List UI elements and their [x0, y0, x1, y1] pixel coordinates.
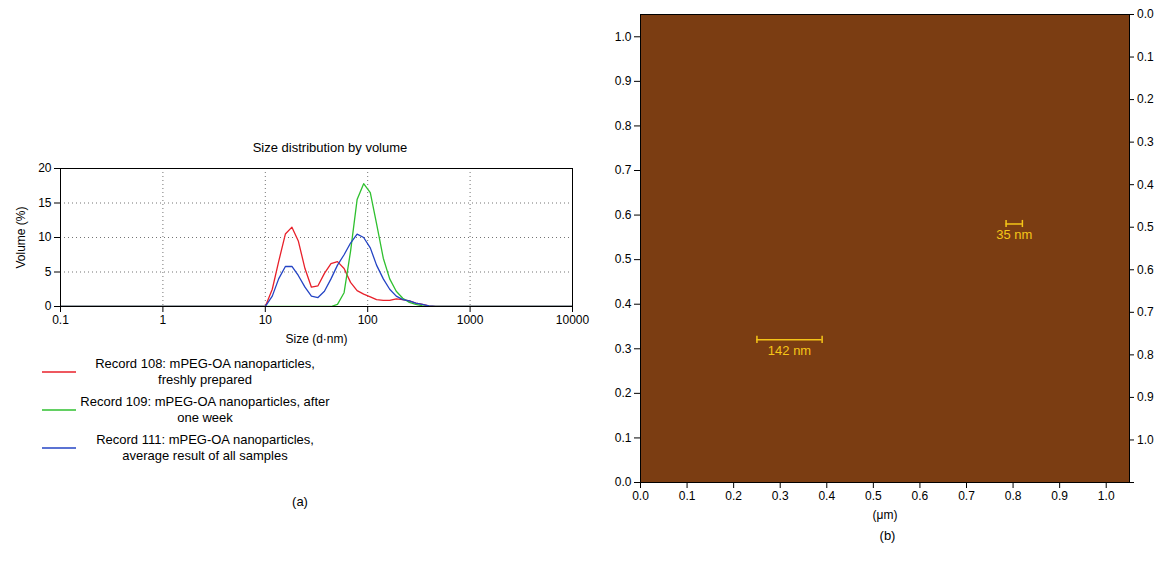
svg-text:35 nm: 35 nm [996, 227, 1032, 242]
svg-text:0.8: 0.8 [1137, 348, 1154, 362]
svg-text:0.5: 0.5 [1137, 220, 1154, 234]
svg-text:0.7: 0.7 [615, 163, 632, 177]
svg-text:10: 10 [38, 230, 52, 244]
svg-text:0.8: 0.8 [615, 119, 632, 133]
svg-text:0.4: 0.4 [818, 489, 835, 503]
svg-text:1.0: 1.0 [615, 30, 632, 44]
svg-text:10: 10 [259, 313, 273, 327]
svg-text:1.0: 1.0 [1098, 489, 1115, 503]
svg-text:0.0: 0.0 [615, 475, 632, 489]
svg-text:0.3: 0.3 [615, 342, 632, 356]
svg-text:0.5: 0.5 [865, 489, 882, 503]
html-text:(b): (b) [879, 528, 896, 543]
html-text:Record 111: mPEG-OA nanopartic: Record 111: mPEG-OA nanoparticles, avera… [96, 432, 314, 463]
svg-text:0.1: 0.1 [52, 313, 69, 327]
svg-text:0.4: 0.4 [615, 297, 632, 311]
svg-text:0.3: 0.3 [772, 489, 789, 503]
svg-text:0.1: 0.1 [679, 489, 696, 503]
svg-text:0.6: 0.6 [912, 489, 929, 503]
svg-text:Size (d·nm): Size (d·nm) [285, 332, 347, 346]
svg-text:0.6: 0.6 [615, 208, 632, 222]
svg-text:0.4: 0.4 [1137, 178, 1154, 192]
svg-text:5: 5 [45, 265, 52, 279]
svg-text:0.2: 0.2 [1137, 92, 1154, 106]
svg-text:20: 20 [38, 161, 52, 175]
html-text:Record 109: mPEG-OA nanopartic: Record 109: mPEG-OA nanoparticles, after… [80, 394, 330, 425]
svg-text:100: 100 [358, 313, 378, 327]
html-text:(a): (a) [292, 494, 308, 509]
svg-text:1: 1 [160, 313, 167, 327]
svg-text:0.7: 0.7 [1137, 305, 1154, 319]
svg-text:1.0: 1.0 [1137, 433, 1154, 447]
svg-text:0.9: 0.9 [615, 74, 632, 88]
svg-text:0.0: 0.0 [1137, 7, 1154, 21]
svg-text:0.9: 0.9 [1137, 390, 1154, 404]
html-text:Record 108: mPEG-OA nanopartic: Record 108: mPEG-OA nanoparticles, fresh… [95, 356, 315, 387]
svg-text:0.2: 0.2 [725, 489, 742, 503]
svg-text:0.6: 0.6 [1137, 263, 1154, 277]
svg-text:Volume (%): Volume (%) [14, 206, 28, 268]
svg-text:142 nm: 142 nm [768, 343, 811, 358]
svg-text:0: 0 [45, 299, 52, 313]
svg-text:15: 15 [38, 196, 52, 210]
svg-text:0.7: 0.7 [958, 489, 975, 503]
svg-text:0.3: 0.3 [1137, 135, 1154, 149]
svg-text:(μm): (μm) [873, 508, 898, 522]
svg-text:0.1: 0.1 [615, 431, 632, 445]
svg-text:0.9: 0.9 [1051, 489, 1068, 503]
svg-text:10000: 10000 [556, 313, 590, 327]
svg-text:0.1: 0.1 [1137, 50, 1154, 64]
html-text:Size distribution by volume: Size distribution by volume [252, 140, 408, 155]
svg-text:1000: 1000 [457, 313, 484, 327]
svg-text:0.0: 0.0 [632, 489, 649, 503]
svg-text:0.8: 0.8 [1005, 489, 1022, 503]
svg-text:0.2: 0.2 [615, 386, 632, 400]
svg-text:0.5: 0.5 [615, 252, 632, 266]
